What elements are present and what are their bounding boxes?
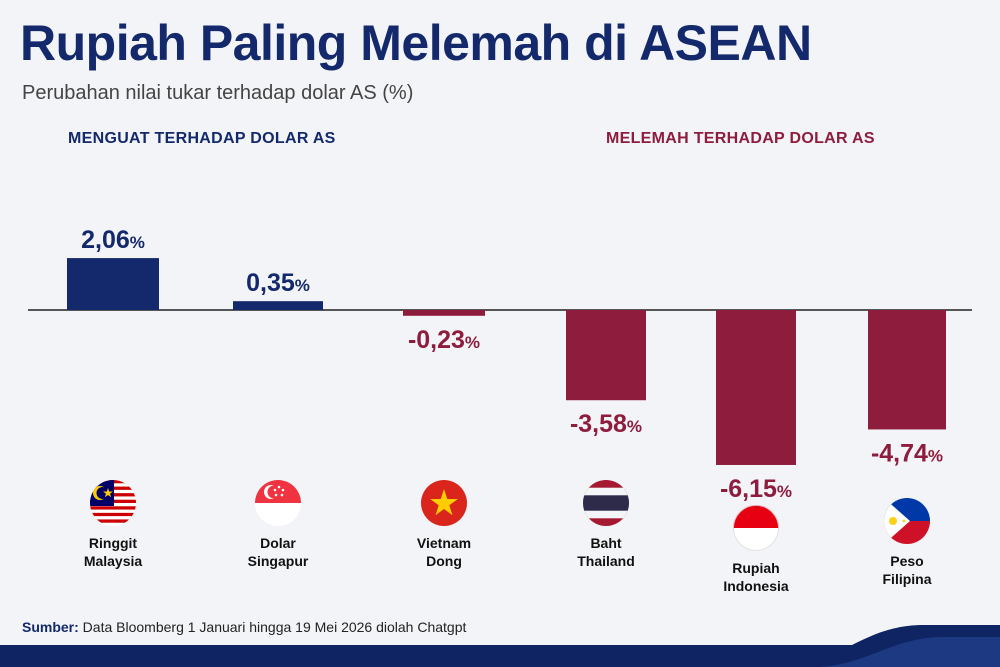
singapore-flag-icon	[255, 480, 301, 526]
bar-2	[403, 310, 485, 316]
bar-5	[868, 310, 946, 430]
vietnam-flag-icon	[421, 480, 467, 526]
currency-name-line1: Dolar	[260, 535, 296, 551]
philippines-flag-icon	[884, 498, 930, 544]
bar-4	[716, 310, 796, 465]
malaysia-flag-icon	[90, 480, 136, 526]
source-text: Data Bloomberg 1 Januari hingga 19 Mei 2…	[78, 619, 467, 635]
bar-1	[233, 301, 323, 310]
bar-3	[566, 310, 646, 401]
weakening-label: MELEMAH TERHADAP DOLAR AS	[606, 130, 875, 147]
currency-name-line1: Peso	[890, 553, 924, 569]
currency-name-line1: Rupiah	[732, 560, 780, 576]
currency-name-4: Rupiah Indonesia	[691, 559, 821, 595]
currency-name-3: Baht Thailand	[541, 534, 671, 570]
footer-wave-decoration	[780, 625, 1000, 667]
data-label-3: -3,58%	[570, 410, 642, 438]
currency-name-0: Ringgit Malaysia	[48, 534, 178, 570]
data-label-2: -0,23%	[408, 326, 480, 354]
data-label-0: 2,06%	[81, 226, 145, 254]
source-label: Sumber:	[22, 619, 79, 635]
currency-name-2: Vietnam Dong	[379, 534, 509, 570]
source-note: Sumber: Data Bloomberg 1 Januari hingga …	[22, 619, 466, 635]
indonesia-flag-icon	[733, 505, 779, 551]
currency-name-line1: Ringgit	[88, 535, 138, 551]
bar-0	[67, 258, 159, 310]
page-title: Rupiah Paling Melemah di ASEAN	[20, 15, 812, 71]
currency-name-line1: Baht	[590, 535, 622, 551]
page-subtitle: Perubahan nilai tukar terhadap dolar AS …	[22, 82, 414, 104]
data-label-5: -4,74%	[871, 439, 943, 467]
currency-name-5: Peso Filipina	[842, 552, 972, 588]
currency-name-line2: Thailand	[577, 553, 635, 569]
currency-name-line2: Singapur	[247, 553, 309, 569]
data-label-4: -6,15%	[720, 475, 792, 503]
thailand-flag-icon	[583, 480, 629, 526]
data-label-1: 0,35%	[246, 269, 310, 297]
currency-name-line1: Vietnam	[416, 535, 472, 551]
currency-name-1: Dolar Singapur	[213, 534, 343, 570]
currency-name-line2: Dong	[426, 553, 462, 569]
currency-name-line2: Indonesia	[723, 578, 789, 594]
footer-band	[0, 645, 1000, 667]
strengthening-label: MENGUAT TERHADAP DOLAR AS	[68, 130, 336, 147]
currency-name-line2: Filipina	[882, 571, 932, 587]
currency-name-line2: Malaysia	[83, 553, 143, 569]
